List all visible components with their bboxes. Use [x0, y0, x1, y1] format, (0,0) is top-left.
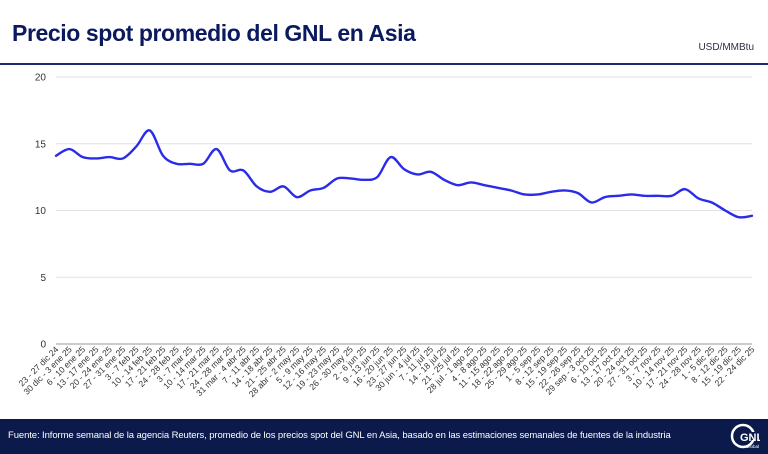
- page-title: Precio spot promedio del GNL en Asia: [12, 20, 416, 46]
- y-tick-label: 5: [40, 273, 46, 284]
- data-point: [336, 177, 338, 179]
- data-point: [537, 193, 539, 195]
- data-point: [162, 155, 164, 157]
- header: Precio spot promedio del GNL en Asia USD…: [0, 0, 768, 64]
- gnl-global-logo: GNL Global: [730, 423, 760, 449]
- data-point: [737, 216, 739, 218]
- footer: Fuente: Informe semanal de la agencia Re…: [0, 419, 768, 454]
- data-point: [403, 168, 405, 170]
- data-point: [630, 193, 632, 195]
- source-note: Fuente: Informe semanal de la agencia Re…: [8, 430, 671, 441]
- data-point: [376, 176, 378, 178]
- data-point: [175, 163, 177, 165]
- unit-label: USD/MMBtu: [698, 42, 754, 53]
- data-point: [443, 179, 445, 181]
- data-point: [215, 148, 217, 150]
- data-point: [242, 169, 244, 171]
- y-tick-label: 0: [40, 340, 46, 351]
- data-point: [751, 215, 753, 217]
- data-point: [363, 179, 365, 181]
- data-point: [256, 185, 258, 187]
- data-point: [644, 195, 646, 197]
- data-point: [563, 189, 565, 191]
- data-point: [108, 156, 110, 158]
- data-point: [269, 191, 271, 193]
- header-divider: [0, 63, 768, 65]
- data-point: [349, 177, 351, 179]
- data-point: [309, 189, 311, 191]
- data-point: [282, 185, 284, 187]
- data-point: [229, 169, 231, 171]
- data-point: [470, 181, 472, 183]
- data-point: [389, 156, 391, 158]
- data-point: [590, 201, 592, 203]
- data-point: [82, 156, 84, 158]
- series-line: [54, 129, 754, 219]
- data-point: [724, 209, 726, 211]
- data-point: [684, 188, 686, 190]
- data-point: [523, 193, 525, 195]
- data-point: [510, 189, 512, 191]
- y-tick-label: 15: [35, 139, 47, 150]
- y-tick-label: 20: [35, 73, 47, 84]
- data-point: [430, 171, 432, 173]
- data-point: [711, 201, 713, 203]
- data-point: [416, 173, 418, 175]
- y-tick-label: 10: [35, 206, 47, 217]
- svg-text:Global: Global: [746, 444, 759, 449]
- data-point: [670, 195, 672, 197]
- data-point: [202, 163, 204, 165]
- data-point: [617, 195, 619, 197]
- data-point: [95, 157, 97, 159]
- data-point: [68, 148, 70, 150]
- data-point: [296, 196, 298, 198]
- data-point: [122, 157, 124, 159]
- data-point: [135, 145, 137, 147]
- data-point: [657, 195, 659, 197]
- data-point: [550, 191, 552, 193]
- data-point: [148, 129, 150, 131]
- data-point: [55, 155, 57, 157]
- data-point: [697, 197, 699, 199]
- svg-text:GNL: GNL: [740, 432, 760, 444]
- data-point: [577, 192, 579, 194]
- data-point: [322, 187, 324, 189]
- data-point: [483, 184, 485, 186]
- data-point: [604, 196, 606, 198]
- data-point: [456, 184, 458, 186]
- data-point: [496, 187, 498, 189]
- data-point: [189, 163, 191, 165]
